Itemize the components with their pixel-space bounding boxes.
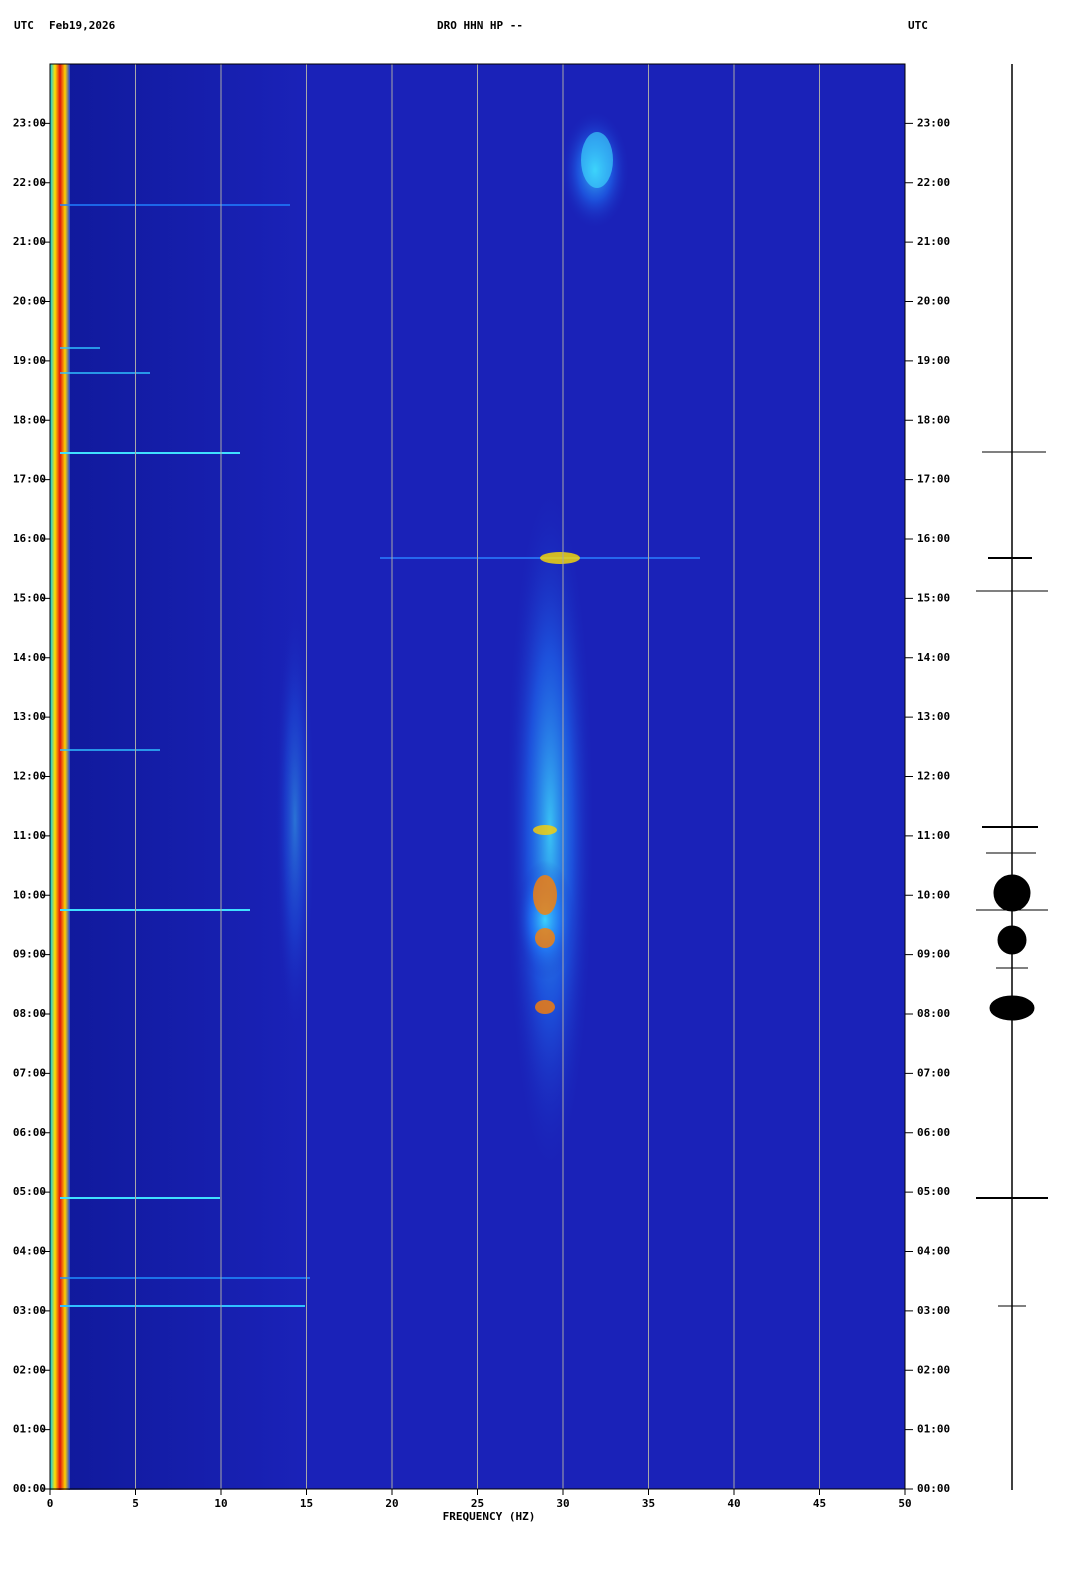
y-tick-label: 08:00 (13, 1007, 46, 1020)
x-tick-label: 30 (556, 1497, 569, 1510)
y-tick-label: 05:00 (13, 1185, 46, 1198)
spectral-band (275, 600, 315, 1040)
x-tick-label: 40 (727, 1497, 740, 1510)
y-tick-label: 22:00 (917, 176, 950, 189)
trace-burst (989, 995, 1035, 1021)
spectral-peak (535, 1000, 555, 1014)
y-tick-label: 14:00 (917, 651, 950, 664)
y-tick-label: 09:00 (917, 948, 950, 961)
y-tick-label: 21:00 (917, 235, 950, 248)
y-tick-label: 10:00 (917, 888, 950, 901)
y-tick-label: 11:00 (13, 829, 46, 842)
y-tick-label: 17:00 (13, 473, 46, 486)
y-tick-label: 23:00 (13, 116, 46, 129)
y-tick-label: 06:00 (917, 1126, 950, 1139)
seismogram-trace (976, 64, 1048, 1490)
y-tick-label: 01:00 (917, 1423, 950, 1436)
x-tick-label: 0 (47, 1497, 54, 1510)
y-tick-label: 20:00 (13, 295, 46, 308)
y-tick-label: 13:00 (13, 710, 46, 723)
y-tick-label: 12:00 (13, 770, 46, 783)
x-tick-label: 35 (642, 1497, 655, 1510)
y-tick-label: 07:00 (13, 1066, 46, 1079)
y-tick-label: 18:00 (13, 413, 46, 426)
y-tick-label: 00:00 (917, 1482, 950, 1495)
y-tick-label: 21:00 (13, 235, 46, 248)
spectral-peak (533, 825, 557, 835)
spectral-peak (540, 552, 580, 564)
y-tick-label: 15:00 (917, 591, 950, 604)
low-energy-region (62, 64, 302, 1490)
trace-burst (997, 925, 1027, 955)
x-tick-label: 50 (898, 1497, 911, 1510)
y-tick-label: 01:00 (13, 1423, 46, 1436)
x-tick-label: 45 (813, 1497, 826, 1510)
axes: 0 5 10 15 20 25 30 35 40 45 50 00:00 00:00 01:00 01:00… (13, 63, 950, 1510)
y-tick-label: 16:00 (13, 532, 46, 545)
y-tick-label: 10:00 (13, 888, 46, 901)
y-tick-label: 18:00 (917, 413, 950, 426)
y-tick-label: 15:00 (13, 591, 46, 604)
y-tick-label: 04:00 (13, 1245, 46, 1258)
y-tick-label: 03:00 (13, 1304, 46, 1317)
y-tick-label: 20:00 (917, 295, 950, 308)
spectral-features (50, 64, 700, 1490)
y-tick-label: 23:00 (917, 116, 950, 129)
x-axis-label: FREQUENCY (HZ) (443, 1510, 536, 1523)
header-date: Feb19,2026 (49, 19, 116, 32)
y-tick-label: 22:00 (13, 176, 46, 189)
spectral-peak (581, 132, 613, 188)
spectral-peak (535, 928, 555, 948)
y-tick-label: 03:00 (917, 1304, 950, 1317)
trace-burst (993, 874, 1031, 912)
header-zone: UTC (14, 19, 34, 32)
y-tick-label: 02:00 (13, 1363, 46, 1376)
spectral-peak (533, 875, 557, 915)
y-tick-label: 06:00 (13, 1126, 46, 1139)
y-tick-label: 05:00 (917, 1185, 950, 1198)
y-tick-label: 00:00 (13, 1482, 46, 1495)
x-tick-label: 10 (214, 1497, 227, 1510)
low-frequency-energy (50, 64, 70, 1490)
y-tick-label: 04:00 (917, 1245, 950, 1258)
x-tick-label: 25 (471, 1497, 484, 1510)
chart-title: DRO HHN HP -- (437, 19, 523, 32)
y-tick-label: 13:00 (917, 710, 950, 723)
y-tick-label: 19:00 (13, 354, 46, 367)
x-tick-label: 5 (132, 1497, 139, 1510)
y-tick-label: 07:00 (917, 1066, 950, 1079)
y-tick-label: 08:00 (917, 1007, 950, 1020)
y-tick-label: 16:00 (917, 532, 950, 545)
header-zone: UTC (908, 19, 928, 32)
y-tick-label: 09:00 (13, 948, 46, 961)
y-tick-label: 11:00 (917, 829, 950, 842)
plot-frame (49, 63, 906, 1490)
x-tick-label: 20 (385, 1497, 398, 1510)
y-tick-label: 17:00 (917, 473, 950, 486)
x-tick-label: 15 (300, 1497, 313, 1510)
y-tick-label: 02:00 (917, 1363, 950, 1376)
y-tick-label: 14:00 (13, 651, 46, 664)
y-tick-label: 12:00 (917, 770, 950, 783)
y-tick-label: 19:00 (917, 354, 950, 367)
